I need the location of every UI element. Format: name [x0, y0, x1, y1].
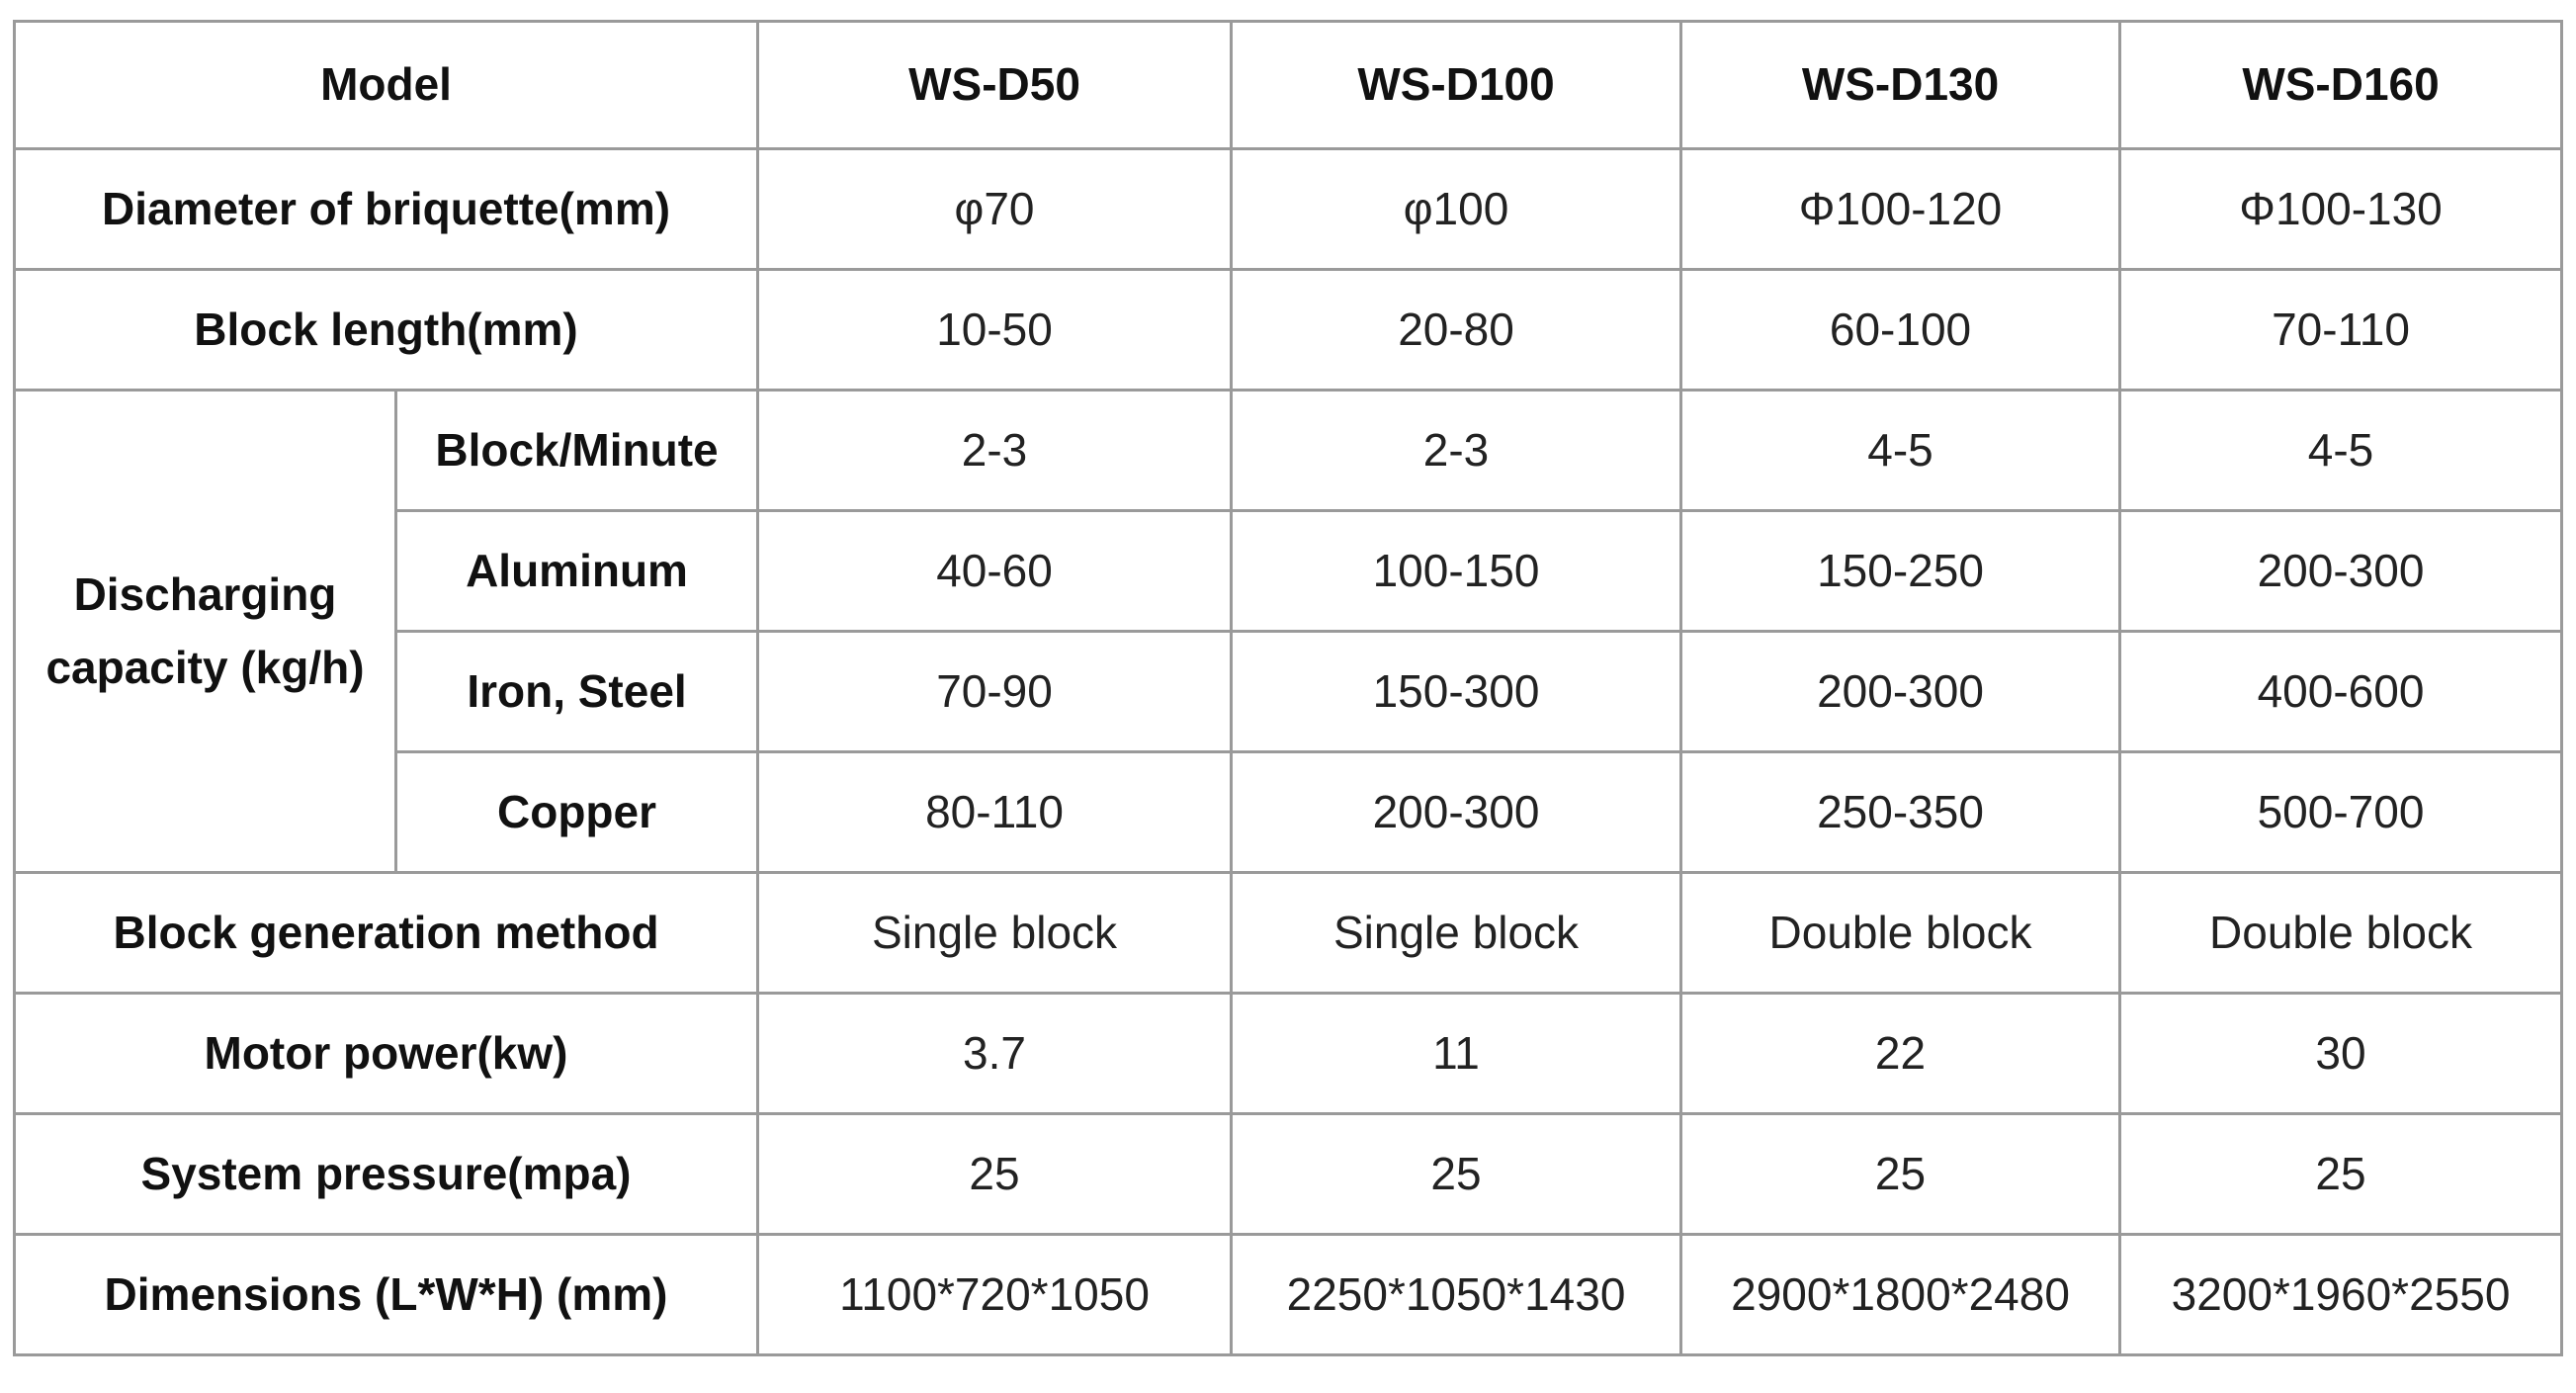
- table-row: Block length(mm) 10-50 20-80 60-100 70-110: [12, 268, 2564, 392]
- value-cell: φ70: [756, 147, 1234, 271]
- value-cell: Φ100-130: [2118, 147, 2564, 271]
- row-label: Motor power(kw): [12, 992, 760, 1115]
- row-label: Iron, Steel: [393, 630, 760, 753]
- value-cell: 25: [1679, 1112, 2122, 1236]
- value-cell: 3.7: [756, 992, 1234, 1115]
- value-cell: Single block: [756, 871, 1234, 995]
- value-cell: 4-5: [1679, 389, 2122, 512]
- row-label: Block length(mm): [12, 268, 760, 392]
- value-cell: 2250*1050*1430: [1230, 1233, 1683, 1356]
- value-cell: 2-3: [756, 389, 1234, 512]
- table-row: Model WS-D50 WS-D100 WS-D130 WS-D160: [12, 20, 2564, 150]
- value-cell: 10-50: [756, 268, 1234, 392]
- header-cell: WS-D160: [2118, 20, 2564, 150]
- value-cell: 200-300: [2118, 509, 2564, 633]
- table-row: System pressure(mpa) 25 25 25 25: [12, 1112, 2564, 1236]
- spec-table: Model WS-D50 WS-D100 WS-D130 WS-D160 Diameter…: [12, 20, 2564, 1356]
- row-label: Copper: [393, 750, 760, 874]
- table-row: Diameter of briquette(mm) φ70 φ100 Φ100-120…: [12, 147, 2564, 271]
- row-label: Aluminum: [393, 509, 760, 633]
- value-cell: 30: [2118, 992, 2564, 1115]
- value-cell: 4-5: [2118, 389, 2564, 512]
- value-cell: 200-300: [1679, 630, 2122, 753]
- header-cell: WS-D50: [756, 20, 1234, 150]
- value-cell: 25: [756, 1112, 1234, 1236]
- value-cell: Single block: [1230, 871, 1683, 995]
- row-label: System pressure(mpa): [12, 1112, 760, 1236]
- value-cell: φ100: [1230, 147, 1683, 271]
- table-row: Dimensions (L*W*H) (mm) 1100*720*1050 2250…: [12, 1233, 2564, 1356]
- value-cell: 70-90: [756, 630, 1234, 753]
- value-cell: 3200*1960*2550: [2118, 1233, 2564, 1356]
- value-cell: 500-700: [2118, 750, 2564, 874]
- value-cell: 2-3: [1230, 389, 1683, 512]
- value-cell: Φ100-120: [1679, 147, 2122, 271]
- header-cell: Model: [12, 20, 760, 150]
- row-label: Block generation method: [12, 871, 760, 995]
- value-cell: 20-80: [1230, 268, 1683, 392]
- value-cell: 80-110: [756, 750, 1234, 874]
- table-row: Aluminum 40-60 100-150 150-250 200-300: [15, 509, 2564, 633]
- header-cell: WS-D100: [1230, 20, 1683, 150]
- row-label: Diameter of briquette(mm): [12, 147, 760, 271]
- value-cell: 100-150: [1230, 509, 1683, 633]
- table-row: Copper 80-110 200-300 250-350 500-700: [15, 750, 2564, 874]
- table-row: Iron, Steel 70-90 150-300 200-300 400-600: [15, 630, 2564, 753]
- value-cell: Double block: [2118, 871, 2564, 995]
- value-cell: 250-350: [1679, 750, 2122, 874]
- table-row: Motor power(kw) 3.7 11 22 30: [12, 992, 2564, 1115]
- value-cell: 70-110: [2118, 268, 2564, 392]
- value-cell: 25: [2118, 1112, 2564, 1236]
- value-cell: Double block: [1679, 871, 2122, 995]
- value-cell: 400-600: [2118, 630, 2564, 753]
- table-row: Block generation method Single block Singl…: [12, 871, 2564, 995]
- value-cell: 200-300: [1230, 750, 1683, 874]
- row-label: Dimensions (L*W*H) (mm): [12, 1233, 760, 1356]
- value-cell: 2900*1800*2480: [1679, 1233, 2122, 1356]
- value-cell: 1100*720*1050: [756, 1233, 1234, 1356]
- value-cell: 40-60: [756, 509, 1234, 633]
- value-cell: 11: [1230, 992, 1683, 1115]
- table-row: Discharging capacity (kg/h) Block/Minute 2…: [13, 389, 2564, 874]
- value-cell: 60-100: [1679, 268, 2122, 392]
- value-cell: 150-250: [1679, 509, 2122, 633]
- header-cell: WS-D130: [1679, 20, 2122, 150]
- value-cell: 150-300: [1230, 630, 1683, 753]
- table-body: Model WS-D50 WS-D100 WS-D130 WS-D160 Diameter…: [12, 20, 2564, 1356]
- group-label: Discharging capacity (kg/h): [13, 389, 397, 874]
- value-cell: 25: [1230, 1112, 1683, 1236]
- row-label: Block/Minute: [393, 389, 760, 512]
- value-cell: 22: [1679, 992, 2122, 1115]
